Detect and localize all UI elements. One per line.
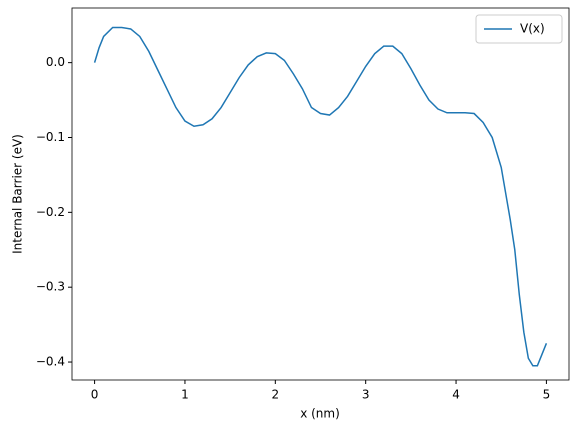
data-line xyxy=(93,26,548,367)
legend-label: V(x) xyxy=(520,22,545,36)
y-axis-label: Internal Barrier (eV) xyxy=(11,134,25,254)
y-tick-label: −0.2 xyxy=(36,205,65,219)
x-axis-label: x (nm) xyxy=(300,407,340,421)
legend-box xyxy=(475,14,563,44)
x-tick-label: 4 xyxy=(452,388,460,402)
y-tick-label: −0.3 xyxy=(36,280,65,294)
y-tick-label: 0.0 xyxy=(46,55,65,69)
y-tick-label: −0.4 xyxy=(36,355,65,369)
x-tick-label: 5 xyxy=(543,388,551,402)
x-tick-label: 2 xyxy=(271,388,279,402)
plot-frame xyxy=(71,7,570,381)
x-tick-label: 3 xyxy=(362,388,370,402)
y-tick-label: −0.1 xyxy=(36,130,65,144)
x-tick-label: 1 xyxy=(181,388,189,402)
x-tick-label: 0 xyxy=(91,388,99,402)
